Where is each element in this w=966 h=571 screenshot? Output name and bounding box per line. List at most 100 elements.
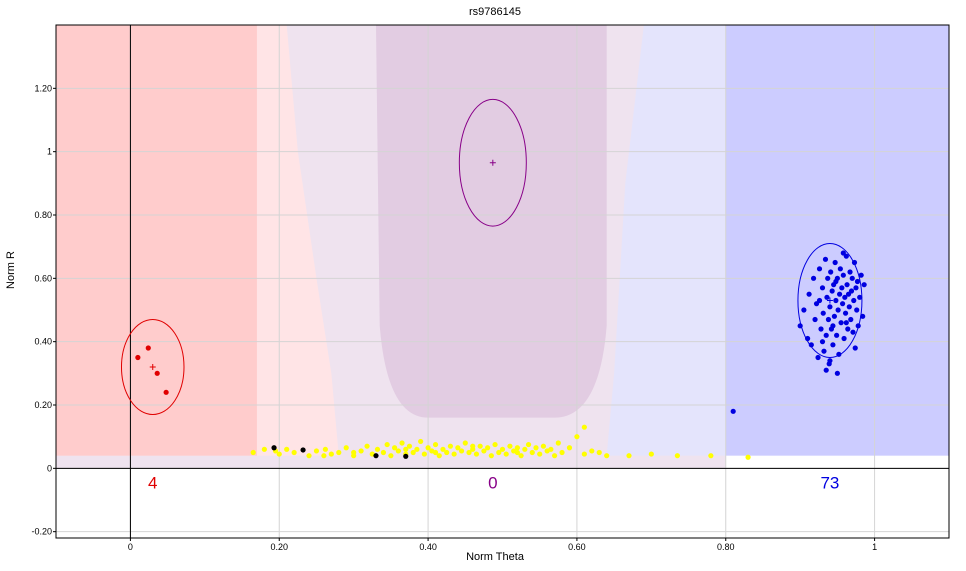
cluster-ellipses	[120, 98, 863, 415]
point-bb-62	[860, 313, 866, 319]
point-bb-28	[832, 259, 838, 266]
point-no-call-48	[496, 449, 502, 456]
point-unassigned-2	[373, 453, 379, 459]
point-bb-12	[819, 285, 826, 291]
point-no-call-51	[507, 443, 513, 449]
point-no-call-13	[358, 448, 364, 454]
point-no-call-45	[485, 445, 491, 451]
point-bb-61	[858, 272, 864, 278]
point-no-call-31	[432, 441, 439, 448]
point-no-call-9	[328, 451, 334, 457]
axes	[55, 24, 950, 539]
point-bb-58	[854, 278, 861, 285]
point-bb-42	[842, 310, 849, 316]
y-tick-label-6: 1	[47, 147, 52, 157]
point-bb-47	[846, 304, 852, 310]
point-no-call-83	[514, 449, 520, 456]
point-no-call-56	[525, 441, 532, 448]
point-no-call-70	[596, 449, 602, 456]
cluster-regions	[56, 25, 949, 538]
point-bb-63	[861, 282, 867, 288]
plot-frame	[55, 24, 950, 539]
point-bb-3	[805, 335, 811, 342]
point-bb-36	[838, 320, 844, 326]
point-bb-34	[837, 291, 843, 297]
point-bb-10	[816, 266, 823, 272]
point-bb-22	[828, 269, 834, 275]
point-no-call-6	[306, 453, 312, 459]
point-no-call-1	[261, 446, 267, 452]
point-no-call-11	[343, 445, 349, 451]
point-no-call-42	[473, 451, 480, 457]
point-bb-57	[854, 307, 860, 313]
point-no-call-67	[574, 434, 580, 440]
point-bb-71	[843, 320, 849, 326]
point-bb-19	[825, 316, 832, 323]
point-no-call-35	[447, 443, 454, 449]
point-bb-53	[851, 297, 857, 304]
point-unassigned-3	[403, 453, 409, 459]
point-bb-0	[730, 408, 736, 414]
cluster-ellipse-aa	[120, 319, 185, 415]
point-bb-59	[855, 323, 861, 329]
point-bb-11	[818, 326, 824, 332]
point-no-call-25	[410, 449, 416, 456]
point-no-call-33	[440, 446, 446, 452]
point-bb-50	[848, 288, 855, 294]
point-no-call-40	[466, 449, 472, 456]
point-no-call-39	[462, 440, 468, 446]
point-no-call-71	[604, 453, 610, 459]
point-bb-51	[849, 275, 855, 281]
x-tick-label-4: 0.80	[717, 542, 735, 552]
point-no-call-37	[455, 445, 461, 451]
point-bb-40	[841, 335, 847, 342]
cluster-count-ab: 0	[488, 473, 497, 492]
point-no-call-63	[551, 453, 558, 459]
point-no-call-20	[391, 445, 398, 451]
cluster-center-bb	[826, 297, 833, 304]
point-no-call-0	[250, 449, 256, 456]
point-bb-60	[857, 294, 863, 300]
point-no-call-58	[533, 445, 539, 451]
point-no-call-77	[581, 424, 587, 430]
point-no-call-57	[529, 449, 535, 456]
point-bb-15	[822, 256, 829, 262]
point-bb-32	[835, 307, 841, 313]
point-no-call-26	[414, 446, 420, 452]
point-no-call-28	[421, 451, 427, 457]
point-aa-2	[154, 370, 160, 376]
lower-area	[56, 468, 949, 538]
point-no-call-80	[351, 449, 357, 456]
point-no-call-66	[566, 445, 573, 451]
data-points	[135, 250, 867, 460]
point-no-call-68	[581, 451, 587, 457]
point-no-call-78	[403, 446, 409, 452]
point-aa-1	[145, 345, 151, 351]
point-no-call-19	[388, 453, 394, 459]
point-no-call-8	[322, 446, 328, 452]
point-no-call-24	[406, 443, 413, 449]
point-no-call-64	[555, 440, 561, 446]
cluster-ellipse-ab	[458, 98, 527, 227]
cluster-count-aa: 4	[148, 473, 157, 492]
point-aa-0	[135, 354, 141, 361]
cluster-center-aa	[149, 364, 156, 370]
point-bb-41	[842, 294, 848, 300]
point-bb-35	[837, 266, 843, 272]
point-no-call-32	[436, 453, 442, 459]
point-no-call-4	[284, 446, 290, 452]
x-tick-labels: 0 0.20 0.40 0.60 0.80 1	[128, 538, 877, 552]
point-no-call-75	[708, 453, 714, 459]
y-tick-labels: -0.20 0 0.20 0.40 0.60 0.80 1 1.20	[31, 83, 56, 537]
point-no-call-47	[492, 441, 498, 448]
point-bb-27	[831, 313, 837, 319]
point-bb-25	[830, 342, 836, 348]
x-tick-label-2: 0.40	[419, 542, 437, 552]
point-no-call-53	[514, 445, 520, 451]
point-bb-18	[825, 275, 831, 281]
point-bb-6	[810, 275, 817, 281]
point-bb-30	[834, 332, 840, 338]
region-aa	[56, 25, 257, 456]
point-no-call-22	[399, 440, 405, 446]
